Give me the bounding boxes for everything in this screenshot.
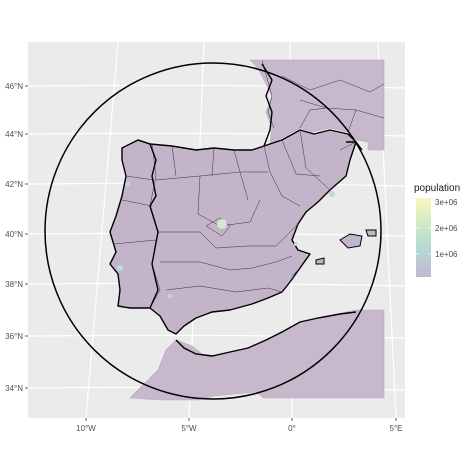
region-boundaries — [113, 59, 385, 309]
legend-colorbar — [416, 198, 431, 277]
legend-title: population — [414, 183, 460, 194]
latitude-labels: 46°N 44°N 42°N 40°N 38°N 36°N 34°N — [5, 82, 23, 393]
longitude-labels: 10°W 5°W 0° 5°E — [76, 424, 402, 433]
hotspot-barcelona — [329, 191, 335, 197]
lat-label-38n: 38°N — [5, 280, 23, 289]
hotspot-lisbon — [117, 265, 123, 271]
africa-coastline — [175, 311, 357, 357]
hexbin-menorca — [365, 229, 377, 237]
legend-label-1e6: 1e+06 — [435, 250, 458, 259]
legend: population 3e+06 2e+06 1e+06 — [414, 183, 460, 277]
legend-label-3e6: 3e+06 — [435, 198, 458, 207]
axis-ticks — [25, 85, 397, 421]
lat-label-44n: 44°N — [5, 130, 23, 139]
hotspot-valencia — [294, 242, 298, 246]
hotspot-seville — [168, 294, 172, 298]
lat-label-34n: 34°N — [5, 384, 23, 393]
lon-label-10w: 10°W — [76, 424, 96, 433]
lat-label-40n: 40°N — [5, 230, 23, 239]
lon-label-0: 0° — [288, 424, 296, 433]
lon-label-5w: 5°W — [181, 424, 197, 433]
lat-label-36n: 36°N — [5, 332, 23, 341]
buffer-circle — [44, 62, 382, 400]
hexbin-mallorca — [339, 233, 363, 249]
lat-label-46n: 46°N — [5, 82, 23, 91]
lat-label-42n: 42°N — [5, 180, 23, 189]
population-hotspots — [117, 182, 335, 298]
hexbin-ibiza — [315, 257, 325, 265]
lon-label-5e: 5°E — [390, 424, 403, 433]
meridian-10w — [85, 42, 119, 418]
hotspot-madrid — [217, 219, 227, 229]
hotspot-porto — [126, 182, 130, 186]
legend-label-2e6: 2e+06 — [435, 224, 458, 233]
